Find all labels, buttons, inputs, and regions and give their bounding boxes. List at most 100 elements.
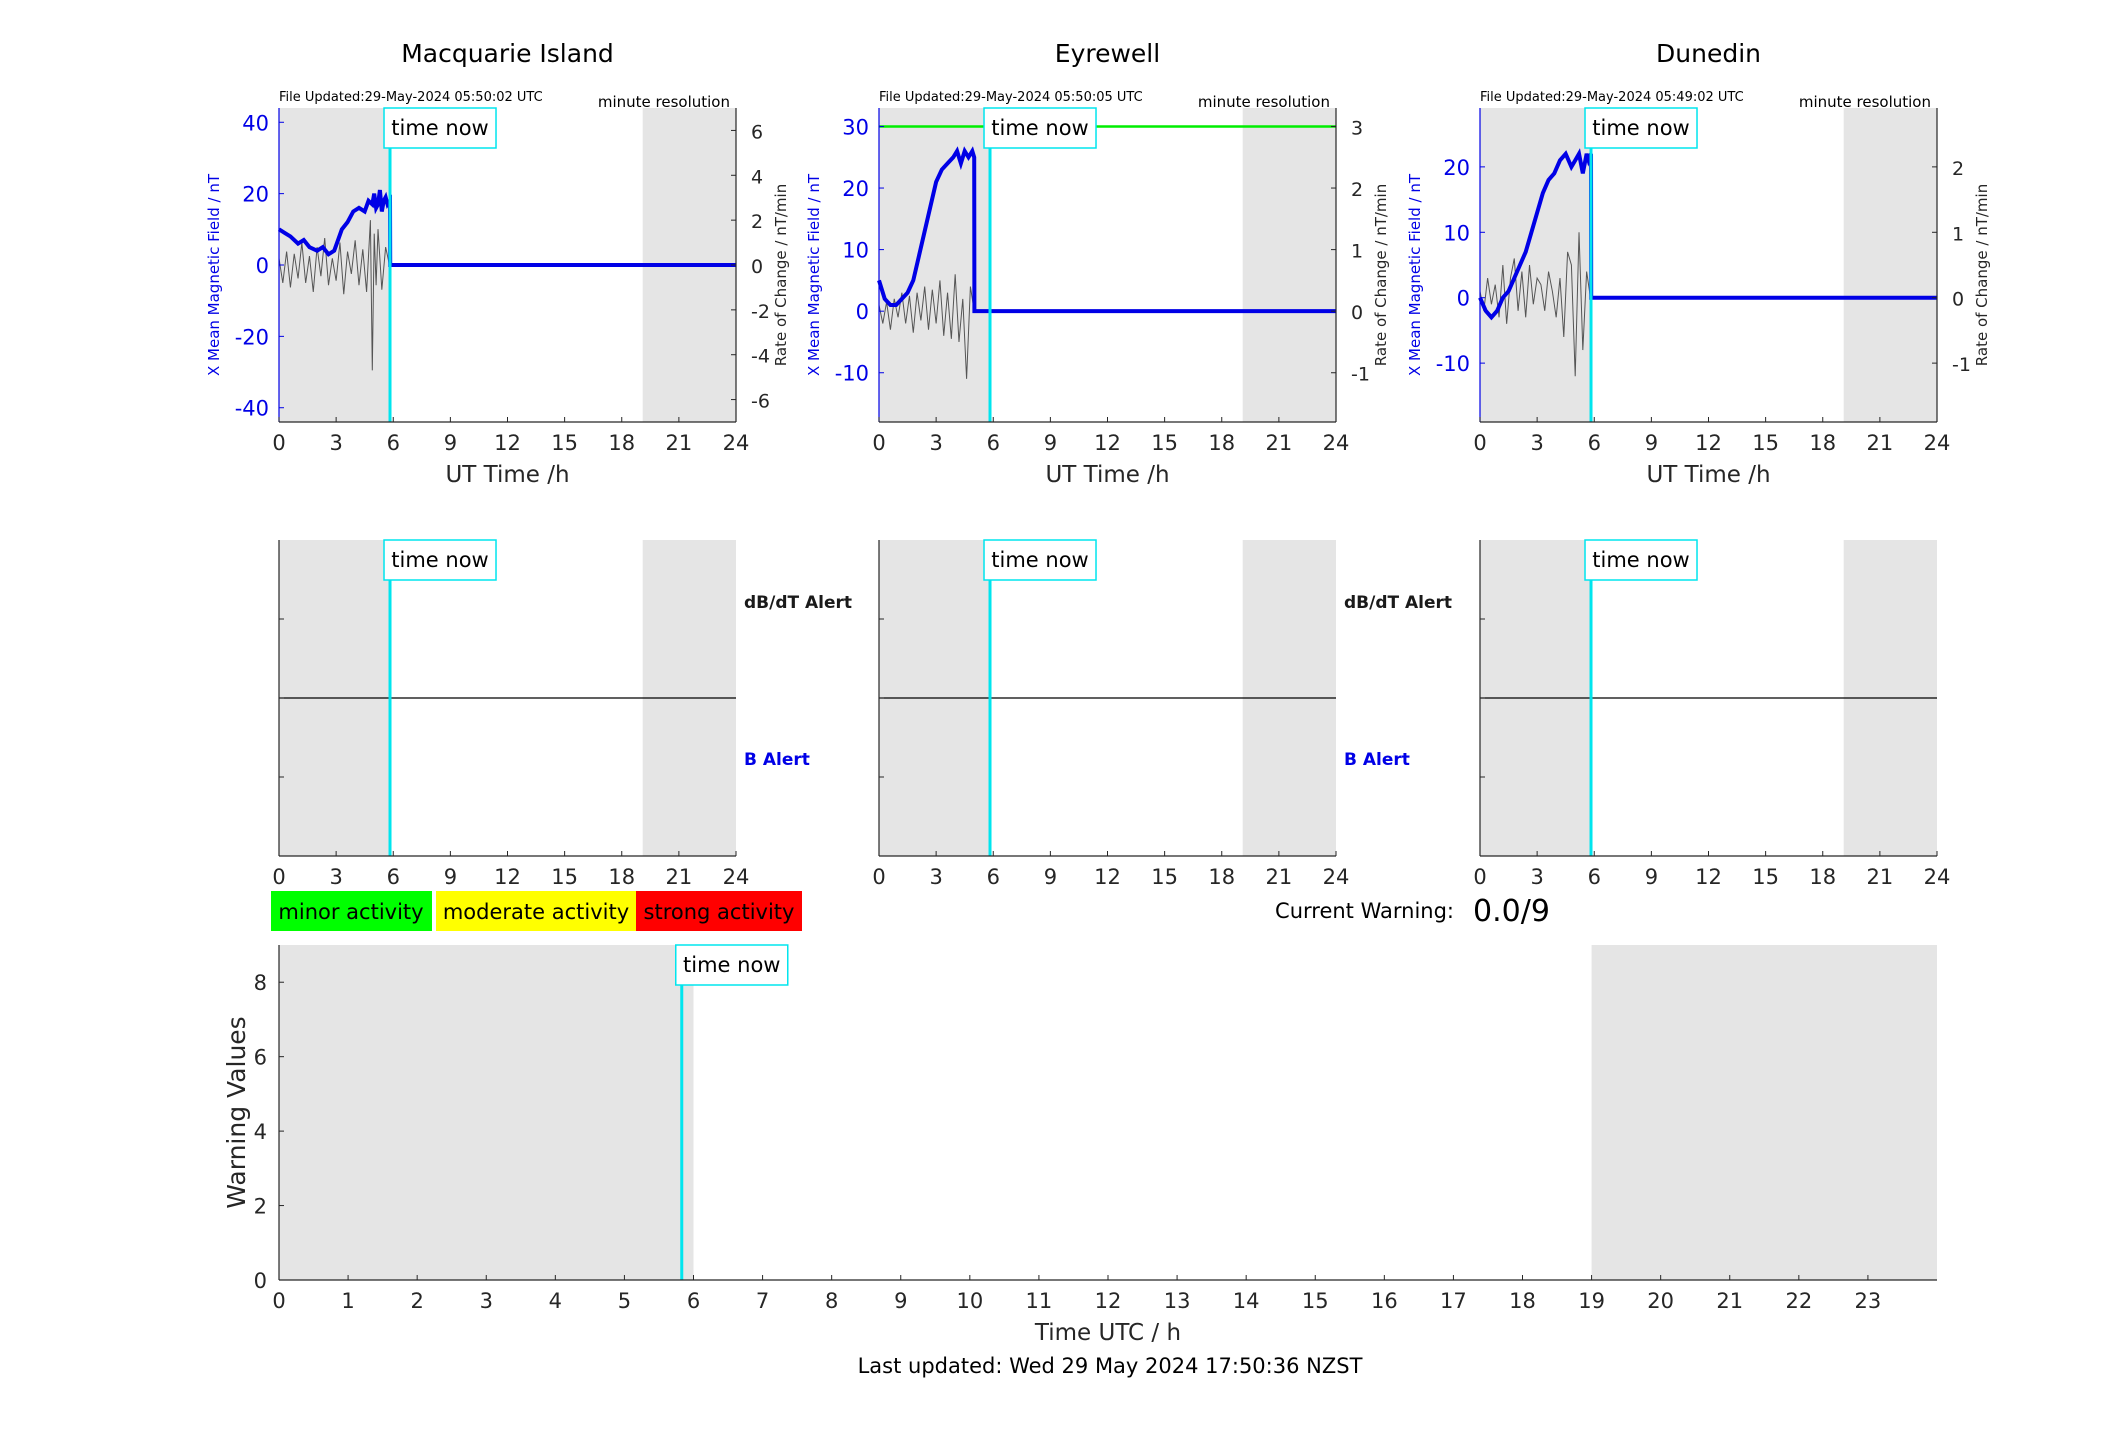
x-tick-label: 12 [494,431,521,455]
y-left-tick-label: 0 [1457,287,1470,311]
x-tick-label: 15 [1151,865,1178,889]
y-left-tick-label: -40 [235,397,269,421]
y-tick-label: 0 [254,1269,267,1293]
file-updated-text: File Updated:29-May-2024 05:50:02 UTC [279,90,543,105]
x-tick-label: 15 [551,865,578,889]
x-tick-label: 1 [341,1289,354,1313]
x-tick-label: 15 [1151,431,1178,455]
x-tick-label: 22 [1785,1289,1812,1313]
x-tick-label: 0 [272,431,285,455]
x-tick-label: 3 [1530,865,1543,889]
time-now-box [983,107,1097,149]
resolution-label: minute resolution [598,93,730,111]
x-tick-label: 15 [551,431,578,455]
y-left-tick-label: -20 [235,325,269,349]
x-tick-label: 5 [618,1289,631,1313]
x-tick-label: 12 [494,865,521,889]
time-now-box [383,107,497,149]
x-tick-label: 21 [1716,1289,1743,1313]
y-right-axis-label: Rate of Change / nT/min [1372,184,1390,366]
x-tick-label: 21 [666,865,693,889]
legend-minor-swatch [271,891,432,931]
x-tick-label: 7 [756,1289,769,1313]
y-right-tick-label: -2 [751,301,770,323]
time-now-box [675,944,789,986]
x-tick-label: 18 [608,431,635,455]
x-axis-label: UT Time /h [1646,462,1770,488]
y-tick-label: 6 [254,1046,267,1070]
night-shading [1480,108,1592,422]
y-left-tick-label: 0 [256,254,269,278]
x-tick-label: 9 [444,431,457,455]
resolution-label: minute resolution [1799,93,1931,111]
y-tick-label: 8 [254,971,267,995]
legend-moderate-swatch [436,891,636,931]
x-tick-label: 9 [1645,431,1658,455]
x-tick-label: 6 [1588,865,1601,889]
x-tick-label: 0 [272,1289,285,1313]
x-tick-label: 3 [929,865,942,889]
x-tick-label: 15 [1752,431,1779,455]
night-shading [279,945,694,1280]
y-left-tick-label: 20 [1443,156,1470,180]
x-tick-label: 23 [1855,1289,1882,1313]
magnetic-field-series [277,189,736,267]
x-tick-label: 21 [666,431,693,455]
y-right-tick-label: -6 [751,391,770,413]
time-now-label: time now [1592,548,1689,572]
x-tick-label: 24 [1924,865,1951,889]
x-tick-label: 6 [387,865,400,889]
night-shading [279,108,391,422]
x-axis-label: Time UTC / h [1034,1320,1181,1346]
y-left-tick-label: 40 [242,111,269,135]
x-tick-label: 9 [894,1289,907,1313]
x-tick-label: 18 [1809,431,1836,455]
b-alert-label: B Alert [744,750,810,770]
y-left-tick-label: 30 [842,115,869,139]
x-tick-label: 0 [1473,865,1486,889]
x-tick-label: 18 [1208,865,1235,889]
x-tick-label: 13 [1164,1289,1191,1313]
x-tick-label: 24 [1323,431,1350,455]
x-tick-label: 18 [1509,1289,1536,1313]
y-left-tick-label: 10 [1443,221,1470,245]
x-tick-label: 10 [956,1289,983,1313]
x-tick-label: 24 [723,431,750,455]
night-shading [1843,108,1937,422]
night-shading [879,108,991,422]
x-tick-label: 12 [1695,865,1722,889]
x-tick-label: 6 [687,1289,700,1313]
x-tick-label: 0 [872,431,885,455]
y-right-axis-label: Rate of Change / nT/min [1973,184,1991,366]
y-left-tick-label: 10 [842,239,869,263]
y-left-axis-label: X Mean Magnetic Field / nT [205,173,223,376]
rate-of-change-series [1479,232,1937,377]
time-now-label: time now [391,548,488,572]
x-tick-label: 12 [1094,865,1121,889]
time-now-box [1584,107,1698,149]
time-now-label: time now [683,953,780,977]
x-tick-label: 3 [329,431,342,455]
time-now-label: time now [391,116,488,140]
y-left-axis-label: X Mean Magnetic Field / nT [805,173,823,376]
y-left-tick-label: -10 [1436,352,1470,376]
legend-strong-label: strong activity [644,900,795,924]
y-right-axis-label: Rate of Change / nT/min [772,184,790,366]
y-axis-label: Warning Values [222,1016,251,1208]
y-left-axis-label: X Mean Magnetic Field / nT [1406,173,1424,376]
time-now-label: time now [1592,116,1689,140]
magnetic-field-series [877,146,1336,314]
last-updated: Last updated: Wed 29 May 2024 17:50:36 N… [858,1354,1363,1378]
y-right-tick-label: 1 [1351,241,1363,263]
y-right-tick-label: -4 [751,346,770,368]
x-tick-label: 24 [723,865,750,889]
b-alert-label: B Alert [1344,750,1410,770]
x-tick-label: 6 [987,431,1000,455]
x-tick-label: 17 [1440,1289,1467,1313]
x-tick-label: 20 [1647,1289,1674,1313]
time-now-box [983,539,1097,581]
station-title: Macquarie Island [401,39,614,68]
x-tick-label: 18 [1208,431,1235,455]
y-right-tick-label: 0 [1351,302,1363,324]
x-tick-label: 12 [1095,1289,1122,1313]
